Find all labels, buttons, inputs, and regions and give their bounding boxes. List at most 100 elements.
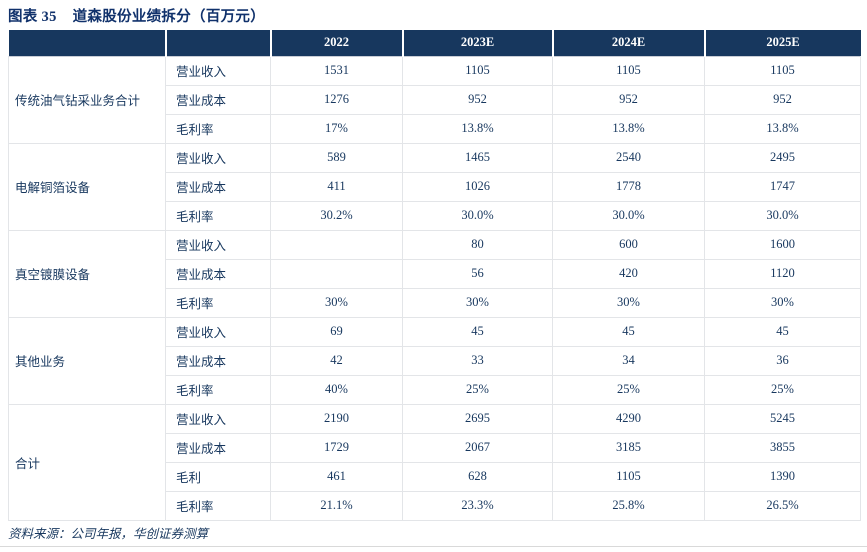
table-row: 营业成本 1729 2067 3185 3855	[9, 432, 861, 463]
bottom-divider	[0, 546, 867, 547]
value-cell: 1105	[552, 461, 705, 492]
metric-label-cell: 营业收入	[165, 55, 271, 86]
value-cell: 3185	[552, 432, 705, 463]
value-cell: 1105	[552, 55, 705, 86]
table-row: 电解铜箔设备 营业收入 589 1465 2540 2495	[8, 142, 861, 231]
table-row: 营业成本 56 420 1120	[9, 258, 861, 289]
metric-label-cell: 营业收入	[165, 316, 271, 347]
value-cell: 420	[552, 258, 705, 289]
table-body: 传统油气钻采业务合计 营业收入 1531 1105 1105 1105 营业成本 1276 95…	[8, 55, 861, 521]
metric-label-cell: 营业收入	[165, 229, 271, 260]
value-cell	[270, 229, 403, 260]
value-cell: 952	[552, 84, 705, 115]
figure-title: 图表 35 道森股份业绩拆分（百万元）	[8, 5, 265, 26]
table-header: 2022 2023E 2024E 2025E	[8, 30, 861, 56]
value-cell: 589	[270, 142, 403, 173]
table-row: 营业成本 1276 952 952 952	[9, 84, 861, 115]
value-cell: 33	[402, 345, 553, 376]
header-blank-metric	[165, 30, 272, 56]
metric-label-cell: 毛利率	[165, 490, 271, 521]
value-cell: 2190	[270, 403, 403, 434]
value-cell: 461	[270, 461, 403, 492]
value-cell: 45	[552, 316, 705, 347]
value-cell: 30%	[402, 287, 553, 318]
value-cell: 25%	[552, 374, 705, 405]
value-cell: 25%	[704, 374, 861, 405]
value-cell: 30.0%	[552, 200, 705, 231]
performance-breakdown-table: 2022 2023E 2024E 2025E 传统油气钻采业务合计 营业收入 153…	[8, 30, 861, 521]
value-cell: 1729	[270, 432, 403, 463]
table-row: 营业成本 42 33 34 36	[9, 345, 861, 376]
value-cell: 69	[270, 316, 403, 347]
metric-label-cell: 营业成本	[165, 258, 271, 289]
metric-label-cell: 营业收入	[165, 142, 271, 173]
metric-label-cell: 营业收入	[165, 403, 271, 434]
value-cell: 23.3%	[402, 490, 553, 521]
metric-label-cell: 毛利率	[165, 200, 271, 231]
value-cell: 30.0%	[402, 200, 553, 231]
value-cell: 1276	[270, 84, 403, 115]
table-row: 毛利 461 628 1105 1390	[9, 461, 861, 492]
value-cell: 1120	[704, 258, 861, 289]
value-cell: 3855	[704, 432, 861, 463]
table-row: 真空镀膜设备 营业收入 80 600 1600	[8, 229, 861, 318]
source-note: 资料来源：公司年报，华创证券测算	[8, 527, 209, 541]
value-cell: 1026	[402, 171, 553, 202]
value-cell: 2695	[402, 403, 553, 434]
value-cell: 45	[402, 316, 553, 347]
value-cell: 45	[704, 316, 861, 347]
figure-number: 图表 35	[8, 9, 57, 25]
metric-label-cell: 毛利	[165, 461, 271, 492]
header-blank-group	[8, 30, 167, 56]
group-name-cell: 其他业务	[8, 316, 166, 405]
value-cell: 952	[402, 84, 553, 115]
value-cell: 1531	[270, 55, 403, 86]
value-cell: 30%	[552, 287, 705, 318]
table-row: 毛利率 30.2% 30.0% 30.0% 30.0%	[9, 200, 861, 231]
value-cell: 30%	[270, 287, 403, 318]
value-cell: 1465	[402, 142, 553, 173]
value-cell: 1600	[704, 229, 861, 260]
table-row: 其他业务 营业收入 69 45 45 45	[8, 316, 861, 405]
metric-label-cell: 营业成本	[165, 171, 271, 202]
value-cell: 1390	[704, 461, 861, 492]
header-year-2022: 2022	[270, 30, 404, 56]
group-name-cell: 真空镀膜设备	[8, 229, 166, 318]
value-cell: 30.2%	[270, 200, 403, 231]
group-name-cell: 合计	[8, 403, 166, 521]
value-cell	[270, 258, 403, 289]
value-cell: 30%	[704, 287, 861, 318]
value-cell: 17%	[270, 113, 403, 144]
group-name-cell: 传统油气钻采业务合计	[8, 55, 166, 144]
value-cell: 26.5%	[704, 490, 861, 521]
value-cell: 628	[402, 461, 553, 492]
value-cell: 40%	[270, 374, 403, 405]
table-row: 毛利率 17% 13.8% 13.8% 13.8%	[9, 113, 861, 144]
value-cell: 34	[552, 345, 705, 376]
value-cell: 411	[270, 171, 403, 202]
table-row: 传统油气钻采业务合计 营业收入 1531 1105 1105 1105	[8, 55, 861, 144]
value-cell: 13.8%	[552, 113, 705, 144]
value-cell: 25.8%	[552, 490, 705, 521]
table-row: 合计 营业收入 2190 2695 4290 5245	[8, 403, 861, 521]
table-row: 毛利率 40% 25% 25% 25%	[9, 374, 861, 405]
header-year-2023e: 2023E	[402, 30, 554, 56]
value-cell: 21.1%	[270, 490, 403, 521]
value-cell: 13.8%	[402, 113, 553, 144]
metric-label-cell: 营业成本	[165, 432, 271, 463]
value-cell: 1778	[552, 171, 705, 202]
value-cell: 36	[704, 345, 861, 376]
value-cell: 42	[270, 345, 403, 376]
value-cell: 80	[402, 229, 553, 260]
value-cell: 5245	[704, 403, 861, 434]
table-row: 毛利率 21.1% 23.3% 25.8% 26.5%	[9, 490, 861, 521]
figure-caption: 道森股份业绩拆分（百万元）	[72, 9, 266, 25]
header-row: 2022 2023E 2024E 2025E	[8, 30, 861, 56]
value-cell: 4290	[552, 403, 705, 434]
value-cell: 600	[552, 229, 705, 260]
metric-label-cell: 毛利率	[165, 374, 271, 405]
value-cell: 1105	[704, 55, 861, 86]
metric-label-cell: 毛利率	[165, 113, 271, 144]
value-cell: 13.8%	[704, 113, 861, 144]
